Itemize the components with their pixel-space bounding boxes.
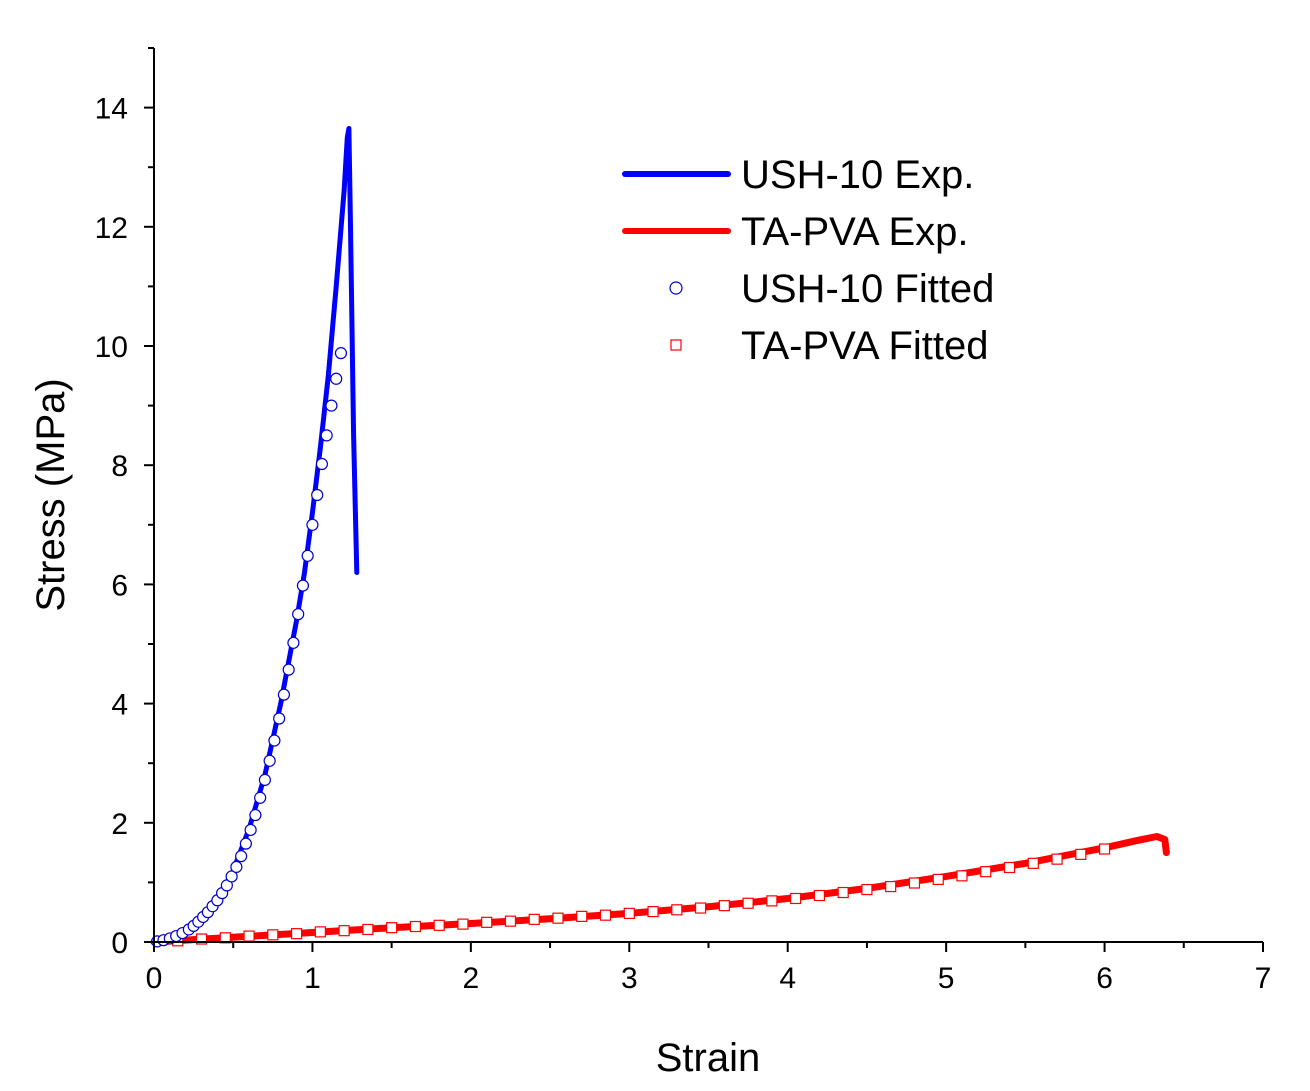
y-tick-label: 4 xyxy=(111,689,128,722)
ta-pva-fitted-point xyxy=(504,915,517,927)
ush-10-fitted-point xyxy=(239,837,252,850)
y-axis-title: Stress (MPa) xyxy=(29,378,73,611)
legend-label-ta-pva-exp: TA-PVA Exp. xyxy=(741,210,968,254)
ush-10-fitted-point xyxy=(244,823,257,837)
ush-10-fitted-point xyxy=(320,429,333,442)
y-tick-label: 2 xyxy=(111,808,128,841)
ush-10-fitted-point xyxy=(258,773,271,786)
ta-pva-fitted-point xyxy=(290,928,303,940)
ta-pva-fitted-point xyxy=(790,892,802,905)
ta-pva-fitted-point xyxy=(813,889,826,902)
ta-pva-fitted-point xyxy=(885,880,897,893)
x-tick-label: 0 xyxy=(146,962,163,995)
ta-pva-fitted-point xyxy=(195,933,208,945)
plot-area xyxy=(150,126,1170,948)
ush-10-fitted-point xyxy=(306,518,319,531)
ta-pva-fitted-point xyxy=(932,873,944,886)
x-tick-label: 4 xyxy=(779,962,796,995)
x-tick-label: 6 xyxy=(1096,962,1113,995)
ta-pva-fitted-point xyxy=(1003,861,1016,874)
ta-pva-fitted-point xyxy=(338,925,350,937)
ush-10-fitted-point xyxy=(296,579,310,592)
ta-pva-fitted-point xyxy=(980,866,992,878)
ta-pva-fitted-point xyxy=(267,929,279,941)
ush-10-fitted-point xyxy=(287,636,300,649)
ush-10-fitted-point xyxy=(225,870,238,883)
ta-pva-fitted-point xyxy=(243,930,255,942)
x-tick-label: 3 xyxy=(621,962,638,995)
y-tick-label: 10 xyxy=(95,331,128,364)
ta-pva-exp-line xyxy=(150,833,1170,946)
ta-pva-fitted-point xyxy=(386,922,398,934)
ta-pva-fitted-point xyxy=(457,918,469,930)
y-tick-label: 8 xyxy=(111,450,128,483)
ta-pva-fitted-point xyxy=(742,897,754,909)
ush-10-fitted-point xyxy=(254,791,267,804)
ush-10-fitted-point xyxy=(325,399,338,412)
ta-pva-fitted-point xyxy=(599,909,612,921)
ta-pva-fitted-point xyxy=(433,919,445,931)
y-tick-label: 14 xyxy=(95,93,128,126)
ta-pva-fitted-point xyxy=(481,916,493,928)
ta-pva-fitted-point xyxy=(671,904,683,916)
legend-label-ta-pva-fitted: TA-PVA Fitted xyxy=(741,324,988,368)
ush-10-fitted-point xyxy=(282,663,295,676)
ush-10-fitted-point xyxy=(315,457,329,471)
legend-swatch-ush-10-fitted xyxy=(669,281,683,295)
ta-pva-fitted-point xyxy=(956,870,968,882)
y-tick-label: 12 xyxy=(95,212,128,245)
ta-pva-fitted-point xyxy=(1098,843,1111,855)
ta-pva-fitted-point xyxy=(1027,857,1039,869)
ta-pva-fitted-point xyxy=(362,923,374,936)
ush-10-fitted-point xyxy=(301,549,314,562)
ta-pva-fitted-point xyxy=(766,895,778,907)
y-tick-label: 0 xyxy=(111,927,128,960)
ush-10-fitted-point xyxy=(263,754,276,767)
ush-10-fitted-point xyxy=(330,372,343,385)
ush-10-fitted-point xyxy=(268,734,281,747)
ta-pva-fitted-point xyxy=(1075,848,1087,860)
ta-pva-fitted-point xyxy=(623,907,635,919)
ush-10-fitted-point xyxy=(334,347,348,360)
legend: USH-10 Exp. TA-PVA Exp. USH-10 Fitted TA-PV… xyxy=(622,153,994,368)
ush-10-fitted-point xyxy=(311,488,324,502)
ta-pva-fitted-point xyxy=(314,926,326,938)
ta-pva-fitted-point xyxy=(861,883,873,896)
x-tick-label: 1 xyxy=(304,962,321,995)
ta-pva-fitted-point xyxy=(694,902,707,914)
legend-swatch-ta-pva-fitted xyxy=(670,339,682,351)
ush-10-fitted-point xyxy=(230,860,243,874)
legend-label-ush-10-exp: USH-10 Exp. xyxy=(741,153,974,197)
ta-pva-fitted-point xyxy=(837,886,849,899)
ush-10-fitted-point xyxy=(273,712,286,725)
ta-pva-fitted-point xyxy=(409,920,422,933)
x-tick-label: 2 xyxy=(463,962,480,995)
ta-pva-fitted-point xyxy=(552,912,564,924)
legend-label-ush-10-fitted: USH-10 Fitted xyxy=(741,267,994,311)
x-tick-label: 7 xyxy=(1255,962,1272,995)
ush-10-fitted-point xyxy=(277,688,291,701)
ta-pva-fitted-point xyxy=(718,900,730,912)
ta-pva-fitted-point xyxy=(1051,853,1063,865)
ush-10-fitted-point xyxy=(249,808,262,822)
ta-pva-fitted-point xyxy=(647,906,659,918)
ta-pva-fitted-point xyxy=(908,877,921,889)
ush-10-fitted-point xyxy=(235,850,248,863)
ta-pva-fitted-point xyxy=(576,910,588,922)
ush-10-fitted-point xyxy=(292,608,305,621)
x-axis-title: Strain xyxy=(656,1036,761,1080)
y-tick-label: 6 xyxy=(111,569,128,602)
ta-pva-fitted-point xyxy=(528,913,540,925)
x-tick-label: 5 xyxy=(938,962,955,995)
